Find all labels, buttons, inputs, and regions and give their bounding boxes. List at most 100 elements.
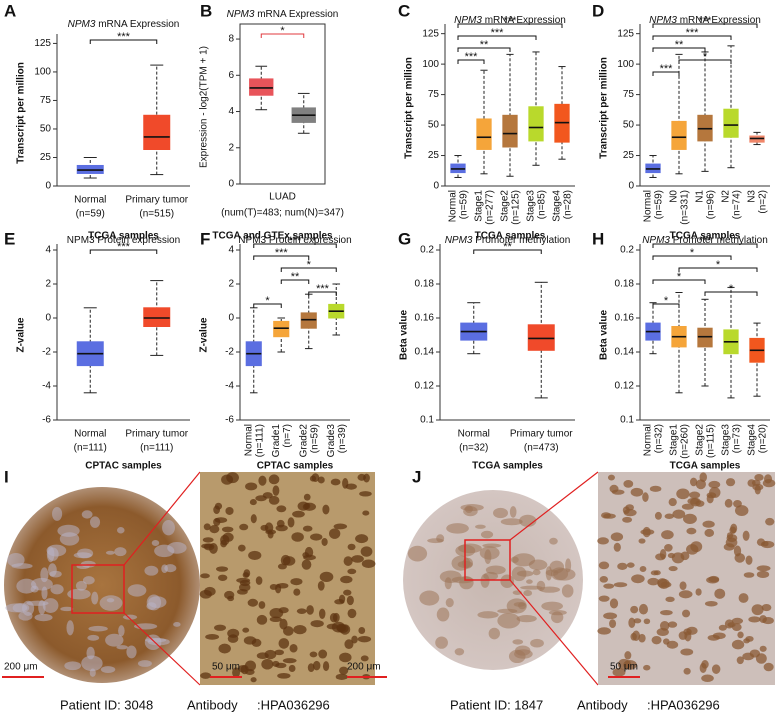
nucleus [310,533,323,541]
nucleus [346,595,354,606]
title-text: mRNA Expression [485,15,566,26]
nucleus [734,553,746,563]
significance-label: *** [289,235,303,247]
tissue-texture [91,591,99,605]
y-tick-label: 0.14 [615,347,635,358]
nucleus [306,605,314,615]
title-text: NPM3 Protein expression [67,235,180,246]
y-tick-label: 75 [428,89,440,100]
nucleus [276,505,287,513]
nucleus [601,512,611,519]
x-tick-label: Stage1 [474,190,485,222]
significance-bracket [280,267,337,272]
nucleus [232,667,241,678]
tissue-texture [151,540,160,547]
nucleus [342,478,349,489]
nucleus [282,658,297,664]
significance-label: *** [686,27,700,39]
antibody-id: :HPA036296 [257,697,330,712]
y-tick-label: -6 [225,415,234,426]
x-tick-label: Stage2 [500,190,511,222]
zoom-line [123,471,201,566]
tissue-texture [82,576,95,585]
tissue-texture [114,547,127,557]
nucleus [221,526,234,533]
nucleus [597,537,609,545]
tissue-texture [73,552,92,559]
nucleus [680,551,690,561]
tissue-texture [59,532,80,546]
significance-bracket [89,249,158,254]
nucleus [331,621,346,633]
nucleus [238,665,247,673]
nucleus [632,630,641,641]
x-tick-note: (n=39) [337,424,348,453]
y-tick-label: 0 [45,313,51,324]
zoom-line [509,471,599,541]
nucleus [289,643,298,653]
nucleus [312,660,321,671]
significance-label: *** [117,31,131,43]
tissue-texture [5,603,28,613]
title-gene: NPM3 [68,19,96,30]
tissue-texture [164,564,177,573]
nucleus [599,576,609,583]
tissue-texture [509,506,517,518]
nucleus [339,666,349,675]
nucleus [661,530,674,540]
footer: TCGA samples [88,231,159,242]
box [697,327,713,348]
x-tick-label: Stage3 [721,424,732,456]
nucleus [260,524,269,531]
antibody-id: :HPA036296 [647,697,720,712]
y-tick-label: 125 [617,28,634,39]
tissue-texture [435,636,448,649]
significance-label: ** [480,39,489,51]
nucleus [311,473,320,482]
footer: TCGA samples [670,461,741,472]
tissue-texture [419,590,440,606]
panel-label: D [592,1,604,20]
nucleus [663,638,670,645]
nucleus [659,548,667,560]
nucleus [603,612,618,620]
nucleus [754,474,764,481]
nucleus [622,516,633,523]
y-tick-label: 0 [228,313,234,324]
x-tick-label: Stage3 [526,190,537,222]
nucleus [702,520,715,528]
tissue-texture [553,568,576,581]
box [502,114,518,148]
footer: CPTAC samples [85,461,162,472]
y-tick-label: 8 [228,34,234,45]
nucleus [317,581,325,591]
nucleus [711,664,721,674]
zoom-line [509,579,599,686]
nucleus [653,570,661,576]
nucleus [339,652,352,663]
nucleus [709,486,721,498]
nucleus [293,624,307,635]
nucleus [255,576,263,585]
tissue-texture [66,620,74,636]
box [527,324,555,351]
y-tick-label: 0.18 [415,279,435,290]
x-tick-note: (n=28) [563,190,574,219]
y-tick-label: 2 [45,279,51,290]
x-tick-label: N0 [669,190,680,203]
y-tick-label: 4 [228,245,234,256]
nucleus [209,525,220,534]
tissue-texture [117,526,125,534]
nucleus [330,478,341,486]
x-tick-note: (n=125) [511,190,522,225]
significance-label: *** [699,15,713,27]
tissue-texture [162,520,175,536]
nucleus [603,583,615,589]
tissue-texture [118,625,125,637]
nucleus [738,593,749,603]
nucleus [347,568,357,575]
nucleus [724,619,734,629]
significance-bracket [253,255,310,260]
significance-bracket [678,267,758,272]
chart-title: NPM3 Protein expression [238,235,351,246]
